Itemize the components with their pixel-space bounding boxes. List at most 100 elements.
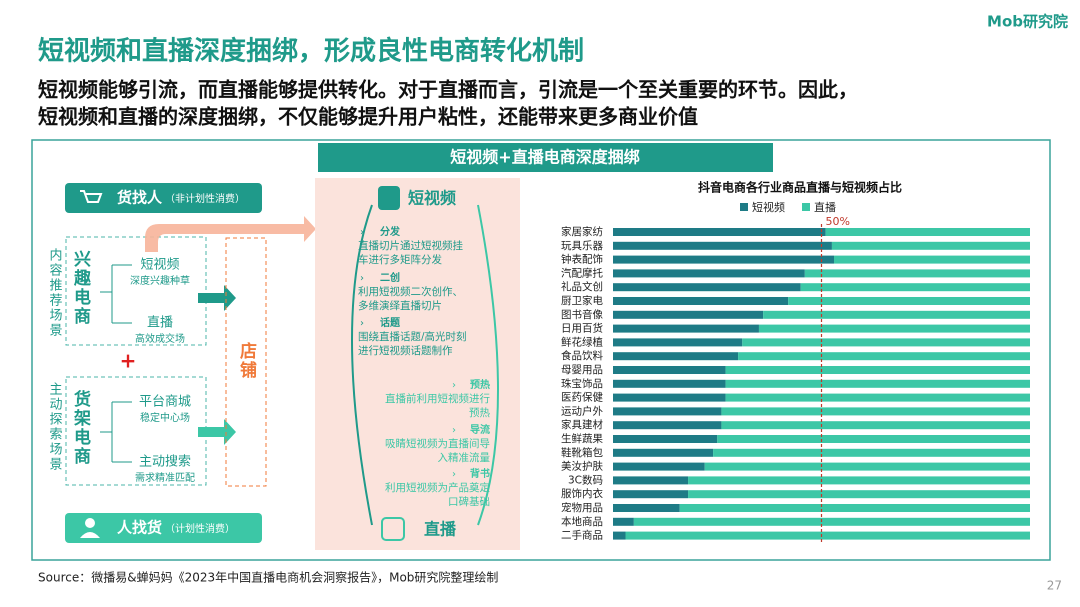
scene-label: 主动探索场景 [47, 382, 63, 472]
cycle-arrow [477, 204, 499, 526]
pill-label: 人找货 [117, 519, 162, 537]
bar-segment [713, 448, 1030, 457]
bar-segment [831, 241, 1030, 250]
y-tick-label: 汽配摩托 [561, 266, 603, 279]
panel-text: 吸睛短视频为直播间导 [385, 437, 490, 450]
item-note: 需求精准匹配 [135, 471, 195, 484]
bar-segment [725, 393, 1030, 402]
bar-segment [613, 297, 789, 305]
bar-segment [613, 310, 764, 319]
bar-segment [721, 407, 1030, 416]
store-label: 店铺 [236, 341, 257, 380]
arrow-glyph: › [360, 273, 364, 284]
y-tick-label: 本地商品 [561, 515, 603, 528]
bar-segment [613, 241, 832, 250]
panel-text: 车进行多矩阵分发 [358, 253, 442, 266]
bar-segment [717, 435, 1030, 443]
panel-text: 直播切片通过短视频挂 [358, 239, 463, 252]
bar-segment [613, 407, 722, 416]
arrow-glyph: › [452, 469, 456, 480]
bar-segment [758, 324, 1030, 333]
bar-segment [613, 504, 680, 512]
bar-segment [613, 324, 759, 333]
chart-title: 抖音电商各行业商品直播与短视频占比 [698, 180, 902, 195]
bar-segment [800, 283, 1030, 292]
pill [65, 513, 262, 543]
bar-segment [613, 352, 739, 361]
panel-text: 多维演绎直播切片 [358, 299, 442, 312]
item: 短视频 [140, 258, 179, 273]
dashed-box [65, 376, 207, 486]
y-tick-label: 家居家纺 [561, 225, 603, 238]
panel-text: 口碑基础 [448, 495, 490, 508]
panel-text: 入精准流量 [438, 451, 491, 464]
page-number: 27 [1047, 579, 1062, 593]
y-tick-label: 服饰内衣 [561, 487, 603, 500]
bar-segment [742, 338, 1030, 347]
bar-segment [613, 338, 743, 347]
bar-segment [613, 490, 689, 499]
panel-text: 利用短视频二次创作、 [358, 285, 463, 298]
arrow [198, 285, 236, 311]
person-icon [85, 518, 95, 528]
bar-segment [613, 379, 726, 388]
bar-segment [613, 393, 726, 402]
subtitle: 短视频能够引流，而直播能够提供转化。对于直播而言，引流是一个至关重要的环节。因此… [38, 78, 858, 102]
bar-segment [688, 476, 1030, 485]
scene-label: 内容推荐场景 [47, 247, 63, 338]
item-note: 深度兴趣种草 [130, 274, 190, 287]
logo: Mob研究院 [987, 13, 1068, 31]
bullet: 预热 [470, 378, 490, 391]
bullet: 话题 [380, 316, 401, 329]
bar-segment [613, 462, 705, 471]
bar-segment [825, 228, 1030, 236]
plus: + [120, 349, 137, 373]
pill-note: （非计划性消费） [165, 192, 245, 205]
bar-segment [725, 366, 1030, 374]
arrow-glyph: › [360, 227, 364, 238]
bar-segment [633, 517, 1030, 526]
slide-title: 短视频和直播深度捆绑，形成良性电商转化机制 [38, 36, 584, 67]
panel-text: 进行短视频话题制作 [358, 344, 453, 357]
person-icon [80, 532, 100, 538]
reference-label: 50% [826, 215, 850, 228]
banner [318, 143, 773, 172]
banner-text: 短视频+直播电商深度捆绑 [450, 148, 639, 167]
y-tick-label: 3C数码 [568, 473, 603, 486]
y-tick-label: 宠物用品 [561, 501, 603, 514]
y-tick-label: 食品饮料 [561, 349, 603, 362]
panel [315, 178, 520, 550]
legend-swatch [802, 203, 810, 211]
item-note: 稳定中心场 [140, 411, 190, 424]
arrow-glyph: › [452, 380, 456, 391]
y-tick-label: 母婴用品 [561, 364, 603, 376]
item: 主动搜索 [139, 455, 191, 470]
y-tick-label: 钟表配饰 [561, 253, 603, 266]
panel-text: 预热 [469, 406, 490, 419]
bar-segment [834, 255, 1030, 264]
bar-segment [613, 448, 714, 457]
legend-label: 直播 [814, 200, 836, 214]
bar-segment [613, 476, 689, 485]
y-tick-label: 生鲜蔬果 [561, 432, 603, 445]
short-video-icon [378, 186, 400, 210]
bullet: 二创 [380, 271, 400, 284]
arrow-glyph: › [452, 425, 456, 436]
bar-segment [613, 269, 805, 278]
y-tick-label: 鞋靴箱包 [561, 446, 603, 459]
legend-swatch [740, 203, 748, 211]
pill [65, 183, 262, 213]
source: Source：微播易&蝉妈妈《2023年中国直播电商机会洞察报告》，Mob研究院… [38, 570, 498, 585]
panel-text: 直播前利用短视频进行 [385, 392, 490, 405]
bar-segment [688, 490, 1030, 499]
bullet: 背书 [470, 467, 490, 480]
y-tick-label: 珠宝饰品 [561, 377, 603, 390]
bar-segment [679, 504, 1030, 512]
bar-segment [763, 310, 1030, 319]
bar-segment [788, 297, 1030, 305]
dashed-box [65, 236, 207, 346]
box-label: 货架电商 [70, 389, 91, 466]
panel-header: 短视频 [408, 189, 456, 208]
pill-note: （计划性消费） [165, 522, 235, 535]
legend-label: 短视频 [752, 200, 785, 214]
